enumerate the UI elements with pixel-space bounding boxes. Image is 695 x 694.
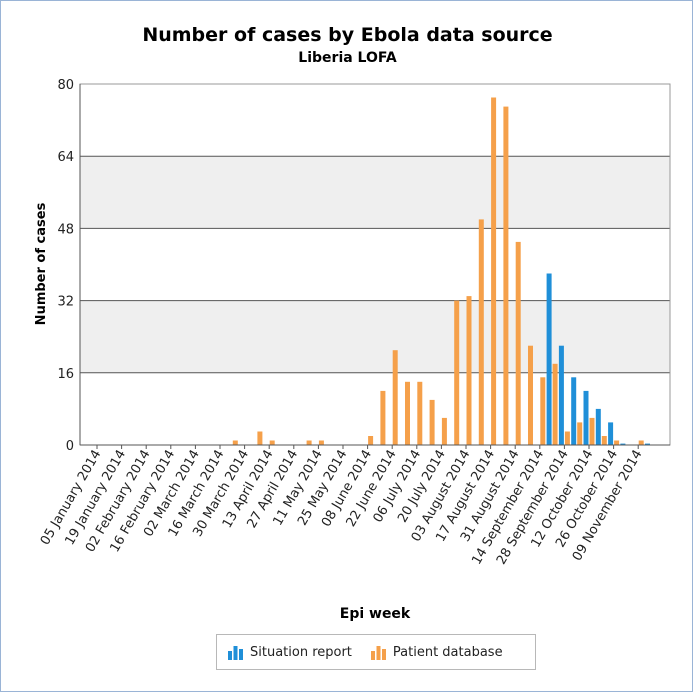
legend-label-patient-database: Patient database [392, 644, 503, 660]
y-tick-label: 80 [57, 78, 74, 93]
bar-patient-database[interactable] [392, 350, 398, 445]
bar-patient-database[interactable] [491, 97, 497, 446]
bar-patient-database[interactable] [269, 440, 275, 446]
bar-patient-database[interactable] [306, 440, 312, 446]
bar-situation-report[interactable] [595, 408, 601, 445]
bar-patient-database[interactable] [577, 422, 583, 445]
chart-title: Number of cases by Ebola data source [142, 24, 553, 46]
y-tick-label: 16 [57, 367, 74, 382]
bar-patient-database[interactable] [540, 377, 546, 445]
bar-situation-report[interactable] [571, 377, 577, 445]
legend-label-situation-report: Situation report [250, 644, 352, 660]
bar-patient-database[interactable] [405, 381, 410, 445]
y-tick-label: 48 [57, 222, 74, 237]
legend: Situation report Patient database [216, 634, 536, 670]
bar-situation-report[interactable] [620, 443, 626, 445]
y-axis-label: Number of cases [34, 202, 49, 325]
bar-patient-database[interactable] [601, 436, 607, 445]
bar-patient-database[interactable] [380, 390, 386, 445]
bar-chart-icon [370, 645, 386, 660]
bar-patient-database[interactable] [441, 417, 447, 445]
bar-situation-report[interactable] [608, 422, 614, 445]
bar-situation-report[interactable] [558, 345, 564, 445]
bar-patient-database[interactable] [466, 296, 472, 445]
bar-patient-database[interactable] [429, 399, 435, 445]
bar-situation-report[interactable] [583, 390, 589, 445]
bar-patient-database[interactable] [503, 106, 509, 445]
bar-situation-report[interactable] [546, 273, 552, 446]
x-axis-label: Epi week [340, 606, 411, 622]
bar-patient-database[interactable] [454, 300, 460, 445]
chart-subtitle: Liberia LOFA [298, 50, 397, 66]
bar-patient-database[interactable] [515, 241, 521, 445]
y-tick-label: 32 [57, 295, 74, 310]
bar-patient-database[interactable] [232, 440, 238, 446]
plot-area [80, 84, 670, 445]
bar-patient-database[interactable] [318, 440, 324, 446]
bar-patient-database[interactable] [552, 363, 558, 445]
bar-patient-database[interactable] [614, 440, 620, 446]
y-tick-label: 64 [57, 150, 74, 165]
grid-band [80, 156, 670, 229]
bar-chart-icon [228, 645, 243, 660]
bar-situation-report[interactable] [645, 443, 650, 445]
bar-patient-database[interactable] [257, 431, 263, 446]
bar-patient-database[interactable] [564, 431, 570, 446]
bar-patient-database[interactable] [478, 219, 484, 445]
y-tick-label: 0 [66, 439, 74, 454]
bar-patient-database[interactable] [528, 345, 533, 445]
legend-item-patient-database[interactable]: Patient database [370, 644, 503, 661]
bar-patient-database[interactable] [638, 440, 644, 446]
legend-item-situation-report[interactable]: Situation report [227, 644, 352, 661]
grid-band [80, 300, 670, 373]
bar-patient-database[interactable] [368, 436, 374, 445]
bar-patient-database[interactable] [589, 417, 595, 445]
bar-patient-database[interactable] [417, 381, 423, 445]
